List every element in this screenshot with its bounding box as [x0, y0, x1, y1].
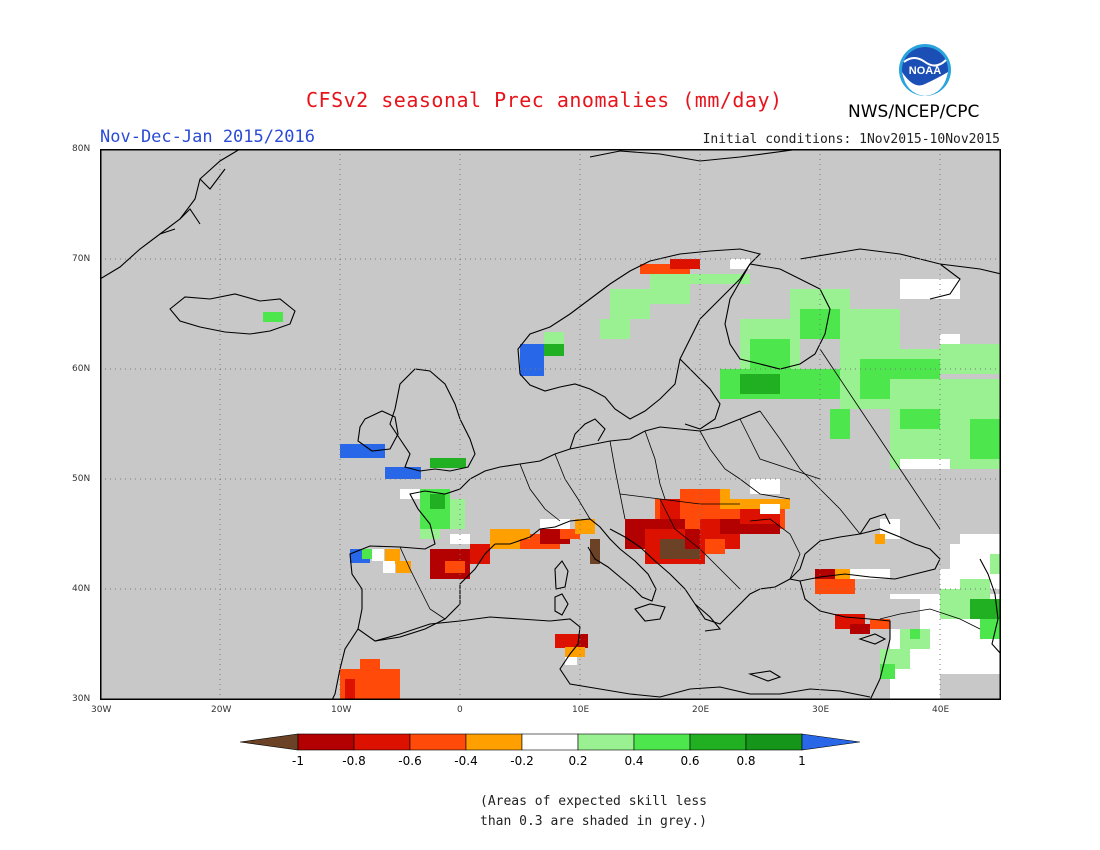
lon-label: 10E: [572, 705, 590, 715]
colorbar-label: -0.8: [342, 754, 366, 768]
colorbar-label: -1: [292, 754, 304, 768]
lon-label: 30E: [812, 705, 830, 715]
gridlines: [100, 149, 1001, 700]
noaa-logo-icon: NOAA: [899, 44, 951, 96]
precip-anomaly-map: [100, 149, 1001, 700]
logo-text: NOAA: [909, 65, 941, 77]
map-background: [100, 149, 1001, 700]
lon-label: 20W: [211, 705, 232, 715]
colorbar: [240, 733, 861, 751]
lat-label: 50N: [72, 474, 91, 484]
lon-label: 0: [457, 705, 463, 715]
skill-note-line: than 0.3 are shaded in grey.): [480, 814, 707, 829]
anomaly-cells: [263, 259, 1001, 700]
colorbar-segment: [801, 733, 861, 751]
colorbar-segment: [353, 733, 411, 751]
forecast-period: Nov-Dec-Jan 2015/2016: [100, 127, 315, 147]
lon-label: 20E: [692, 705, 710, 715]
colorbar-label: 1: [798, 754, 806, 768]
colorbar-label: -0.2: [510, 754, 534, 768]
skill-note-line: (Areas of expected skill less: [480, 794, 707, 809]
lat-label: 30N: [72, 694, 91, 704]
initial-conditions: Initial conditions: 1Nov2015-10Nov2015: [702, 132, 1000, 147]
colorbar-segment: [577, 733, 635, 751]
colorbar-segment: [465, 733, 523, 751]
skill-note: (Areas of expected skill less than 0.3 a…: [480, 792, 707, 832]
lat-label: 60N: [72, 364, 91, 374]
colorbar-segment: [240, 733, 299, 751]
lon-label: 30W: [91, 705, 112, 715]
map-title: CFSv2 seasonal Prec anomalies (mm/day): [306, 88, 783, 112]
colorbar-label: 0.2: [568, 754, 588, 768]
colorbar-label: 0.8: [736, 754, 756, 768]
lon-label: 10W: [331, 705, 352, 715]
colorbar-segment: [745, 733, 803, 751]
lat-label: 40N: [72, 584, 91, 594]
colorbar-segment: [409, 733, 467, 751]
colorbar-segment: [297, 733, 355, 751]
colorbar-label: 0.6: [680, 754, 700, 768]
colorbar-label: -0.4: [454, 754, 478, 768]
colorbar-label: -0.6: [398, 754, 422, 768]
colorbar-segment: [689, 733, 747, 751]
lat-label: 80N: [72, 144, 91, 154]
colorbar-segment: [521, 733, 579, 751]
agency-label: NWS/NCEP/CPC: [848, 102, 980, 122]
lon-label: 40E: [932, 705, 950, 715]
colorbar-segment: [633, 733, 691, 751]
map-frame: [100, 149, 1001, 700]
colorbar-label: 0.4: [624, 754, 644, 768]
lat-label: 70N: [72, 254, 91, 264]
